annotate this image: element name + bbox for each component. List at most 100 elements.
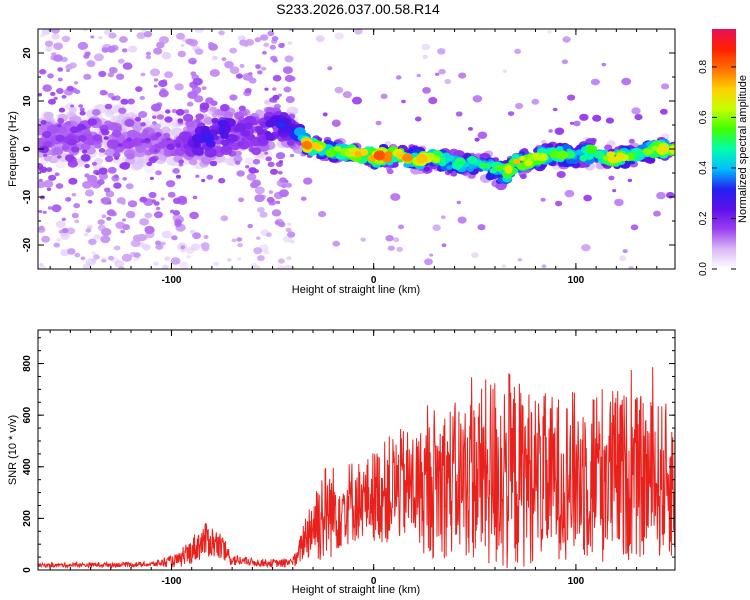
spectrogram-cell — [164, 256, 171, 262]
spectrogram-cell — [238, 197, 245, 203]
spectrogram-cell — [458, 72, 467, 79]
spectrogram-cell — [188, 158, 198, 166]
spectrogram-cell — [239, 63, 245, 68]
spectrogram-cell — [51, 29, 60, 34]
spectrogram-cell — [245, 165, 250, 169]
spectrogram-cell — [79, 110, 86, 116]
spectrogram-cell — [78, 104, 83, 108]
spectrogram-cell — [263, 42, 270, 47]
spectrogram-cell — [564, 189, 575, 198]
spectrogram-cell — [224, 156, 236, 166]
spectrogram-cell — [546, 30, 552, 34]
spectrogram-cell — [66, 85, 75, 92]
spectrogram-cell — [540, 197, 546, 202]
spectrogram-cell — [39, 263, 44, 267]
spectrogram-cell — [477, 224, 486, 231]
spectrogram-cell — [272, 94, 280, 101]
spectrogram-cell — [514, 48, 522, 55]
spectrogram-cell — [91, 109, 101, 116]
spectrogram-cell — [180, 43, 185, 48]
spectrogram-cell — [254, 186, 265, 195]
spectrogram-cell — [120, 229, 126, 234]
spectrogram-cell — [286, 256, 292, 261]
spectrogram-cell — [201, 86, 207, 90]
spectrogram-cell — [285, 182, 292, 188]
spectrogram-cell — [608, 175, 615, 181]
spectrogram-cell — [125, 210, 136, 219]
snr-ytick-label: 0 — [22, 567, 33, 573]
spectrogram-cell — [240, 137, 247, 142]
spectrogram-cell — [203, 235, 209, 239]
colorbar-tick-label: 0.4 — [698, 161, 709, 175]
spectrogram-cell — [206, 174, 214, 180]
spectrogram-cell — [266, 196, 275, 203]
spectrogram-cell — [579, 155, 588, 162]
spectrogram-cell — [93, 53, 104, 62]
spectrogram-cell — [52, 147, 64, 156]
spectrogram-ytick-label: 10 — [22, 95, 33, 107]
spectrogram-cell — [621, 77, 632, 86]
spectrogram-cell — [248, 167, 257, 174]
spectrogram-cell — [237, 257, 242, 261]
spectrogram-cell — [622, 249, 628, 254]
spectrogram-cell — [192, 133, 204, 143]
spectrogram-cell — [43, 111, 54, 120]
spectrogram-cell — [137, 158, 145, 165]
spectrogram-cell — [113, 174, 119, 179]
spectrogram-cell — [61, 35, 71, 43]
spectrogram-cell — [455, 111, 463, 117]
spectrogram-cell — [660, 108, 668, 115]
spectrogram-cell — [149, 68, 161, 77]
spectrogram-cell — [76, 123, 86, 131]
spectrogram-cell — [101, 228, 112, 236]
snr-ytick-label: 400 — [22, 458, 33, 475]
spectrogram-cell — [586, 144, 597, 154]
spectrogram-cell — [106, 216, 112, 221]
spectrogram-cell — [447, 155, 455, 162]
spectrogram-cell — [122, 218, 126, 222]
spectrogram-cell — [195, 174, 200, 178]
spectrogram-cell — [432, 224, 441, 231]
spectrogram-cell — [422, 87, 431, 94]
spectrogram-cell — [65, 154, 75, 162]
spectrogram-cell — [579, 113, 589, 121]
spectrogram-cell — [603, 156, 610, 161]
spectrogram-cell — [139, 218, 150, 226]
spectrogram-cell — [220, 215, 229, 222]
spectrogram-cell — [565, 151, 576, 159]
spectrogram-cell — [51, 33, 60, 40]
spectrogram-cell — [136, 32, 146, 40]
spectrogram-cell — [192, 77, 203, 86]
spectrogram-cell — [211, 55, 218, 61]
snr-xtick-label: 0 — [371, 576, 377, 587]
colorbar: 0.0 0.2 0.4 0.6 0.8 Normalized spectral ampl… — [698, 29, 749, 276]
spectrogram-cell — [237, 243, 243, 248]
spectrogram-cell — [315, 35, 325, 43]
spectrogram-cell — [283, 86, 292, 93]
spectrogram-cell — [156, 41, 165, 49]
spectrogram-cell — [153, 84, 158, 88]
spectrogram-cell — [657, 145, 668, 154]
colorbar-gradient — [712, 29, 736, 269]
spectrogram-cell — [334, 146, 342, 152]
spectrogram-cell — [223, 111, 234, 120]
spectrogram-xtick-label: 0 — [371, 275, 377, 286]
spectrogram-cell — [101, 259, 106, 263]
spectrogram-cell — [38, 264, 47, 269]
spectrogram-cell — [264, 87, 269, 91]
spectrogram-cell — [83, 73, 92, 80]
spectrogram-cell — [104, 29, 111, 36]
spectrogram-cell — [69, 126, 79, 134]
spectrogram-cell — [180, 245, 186, 249]
spectrogram-cell — [251, 179, 261, 187]
spectrogram-cell — [524, 159, 533, 167]
spectrogram-cell — [325, 149, 336, 157]
spectrogram-cell — [221, 144, 232, 152]
spectrogram-cell — [334, 32, 344, 40]
spectrogram-cell — [303, 177, 313, 185]
spectrogram-cell — [83, 232, 89, 237]
spectrogram-cell — [133, 252, 141, 258]
spectrogram-cell — [562, 36, 571, 43]
spectrogram-cell — [150, 134, 158, 141]
spectrogram-cell — [190, 243, 201, 251]
